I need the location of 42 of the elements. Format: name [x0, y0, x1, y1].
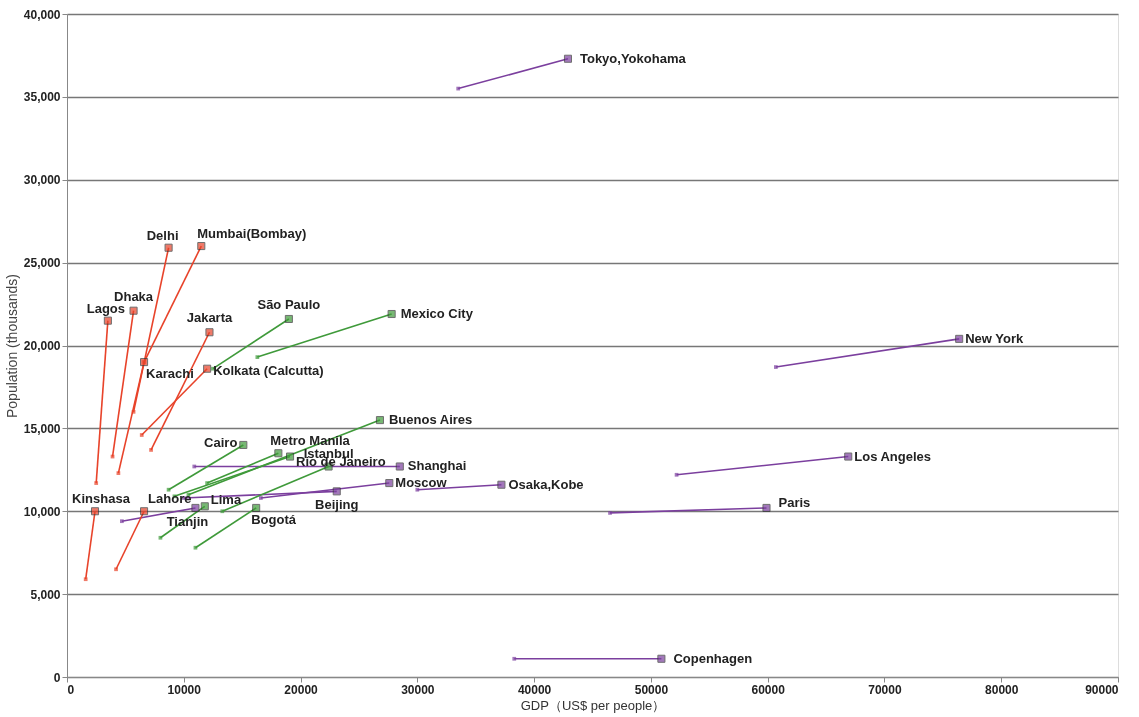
x-tick-label: 40000: [517, 682, 552, 697]
series-label: Delhi: [146, 227, 179, 243]
x-axis-title: GDP（US$ per people）: [520, 697, 666, 713]
series-label: Kinshasa: [72, 491, 131, 507]
series-label: Kolkata (Calcutta): [213, 362, 324, 378]
series-label: Beijing: [315, 497, 359, 513]
y-tick-label: 40,000: [23, 7, 61, 22]
series-label: Buenos Aires: [388, 412, 473, 428]
x-tick-label: 80000: [985, 682, 1019, 697]
series-label: São Paulo: [257, 296, 321, 312]
y-tick-label: 0: [53, 670, 61, 685]
series-label: Osaka,Kobe: [508, 476, 584, 492]
x-tick-label: 20000: [284, 682, 319, 697]
x-tick-label: 90000: [1085, 682, 1119, 697]
x-tick-label: 10000: [167, 682, 202, 697]
series-label: Cairo: [204, 434, 238, 450]
x-tick-label: 60000: [751, 682, 786, 697]
y-tick-label: 5,000: [30, 587, 61, 602]
y-tick-label: 10,000: [23, 504, 61, 519]
x-tick-label: 50000: [634, 682, 669, 697]
x-tick-label: 0: [67, 682, 75, 697]
y-tick-label: 15,000: [23, 421, 61, 436]
series-label: Lahore: [148, 491, 192, 507]
series-label: Paris: [778, 494, 811, 510]
series-label: Shanghai: [407, 458, 467, 474]
y-axis-title: Population (thousands): [3, 274, 20, 418]
y-tick-label: 35,000: [23, 90, 61, 105]
series-label: Mumbai(Bombay): [197, 226, 307, 242]
series-label: Los Angeles: [854, 448, 932, 464]
x-tick-label: 30000: [401, 682, 435, 697]
y-tick-label: 25,000: [23, 256, 61, 271]
series-label: Jakarta: [186, 310, 233, 326]
series-label: Copenhagen: [673, 650, 753, 666]
series-label: Lima: [210, 492, 242, 508]
series-label: New York: [965, 330, 1024, 346]
y-tick-label: 20,000: [23, 339, 61, 353]
series-label: Tokyo,Yokohama: [579, 50, 687, 66]
y-tick-label: 30,000: [23, 173, 61, 188]
series-label: Mexico City: [400, 306, 474, 322]
x-tick-label: 70000: [868, 682, 902, 697]
series-label: Bogotá: [251, 511, 297, 527]
series-label: Moscow: [395, 475, 448, 491]
